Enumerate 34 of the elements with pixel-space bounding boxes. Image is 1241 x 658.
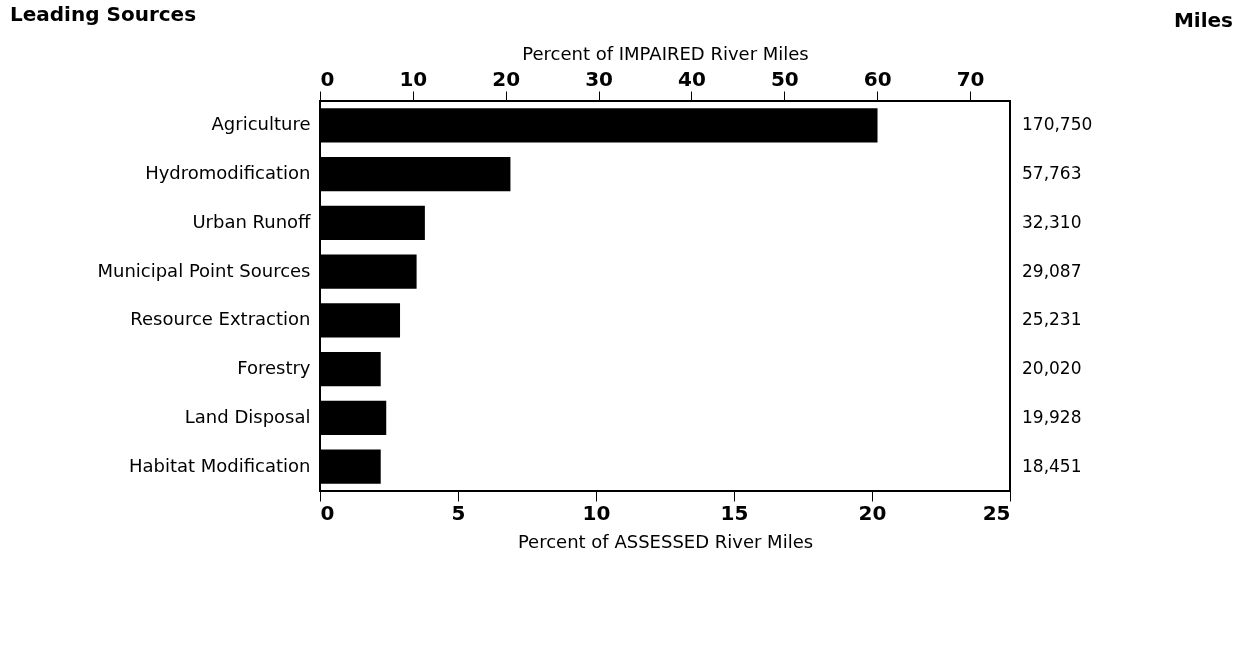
y-tick-label: Agriculture	[211, 113, 311, 135]
text: 29,087	[1022, 260, 1082, 281]
x-tick-label: 15	[720, 500, 749, 525]
y-tick-label: Urban Runoff	[192, 210, 312, 232]
text: 32,310	[1022, 211, 1082, 232]
text: 170,750	[1022, 114, 1093, 135]
x2-tick-label: 10	[399, 66, 428, 91]
y-tick-label: Habitat Modification	[128, 454, 311, 476]
text: 57,763	[1022, 163, 1082, 184]
x2-tick-label: 0	[320, 66, 335, 91]
x2-tick-label: 60	[863, 66, 892, 91]
x2-tick-label: 50	[770, 66, 799, 91]
y-tick-label: Hydromodification	[145, 162, 311, 184]
x-axis-title: Percent of ASSESSED River Miles	[517, 530, 814, 552]
text: 20,020	[1022, 358, 1082, 379]
x-tick-label: 0	[320, 500, 335, 525]
text: 18,451	[1022, 455, 1082, 476]
x2-tick-label: 20	[492, 66, 521, 91]
text: Miles	[1173, 8, 1233, 32]
text: Leading Sources	[10, 2, 197, 26]
y-tick-label: Municipal Point Sources	[97, 259, 311, 281]
x2-tick-label: 70	[956, 66, 985, 91]
x-tick-label: 5	[451, 500, 466, 525]
x2-axis-title: Percent of IMPAIRED River Miles	[522, 42, 809, 64]
text: 25,231	[1022, 309, 1082, 330]
x-tick-label: 25	[982, 500, 1011, 525]
y-tick-label: Land Disposal	[184, 405, 311, 427]
x2-tick-label: 40	[678, 66, 706, 91]
x2-tick-label: 30	[585, 66, 614, 91]
y-tick-label: Forestry	[237, 357, 311, 379]
y-tick-label: Resource Extraction	[130, 308, 311, 330]
x-tick-label: 20	[858, 500, 887, 525]
text: 19,928	[1022, 406, 1082, 427]
x-tick-label: 10	[582, 500, 611, 525]
